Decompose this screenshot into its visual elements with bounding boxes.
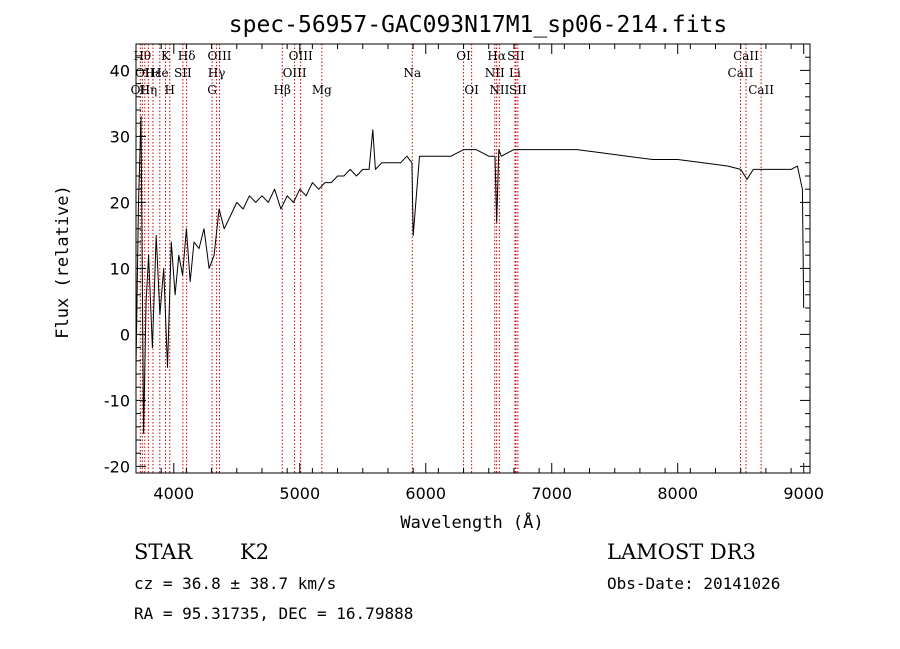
spectral-line-label-17: Na xyxy=(403,66,421,80)
x-tick-label: 7000 xyxy=(531,484,572,503)
spectral-line-label-25: SII xyxy=(509,83,527,97)
spectrum-series xyxy=(135,116,805,434)
y-axis-label: Flux (relative) xyxy=(53,185,73,339)
spectral-line-label-23: Li xyxy=(509,66,521,80)
object-class: STAR xyxy=(134,540,193,564)
y-tick-label: 10 xyxy=(110,259,130,278)
spectrum-line xyxy=(135,116,805,434)
spectral-line-label-18: OI xyxy=(456,49,471,63)
x-tick-label: 4000 xyxy=(153,484,194,503)
spectral-line-label-6: K xyxy=(161,49,171,63)
spectral-line-label-19: OI xyxy=(464,83,479,97)
spectral-line-label-3: Hη xyxy=(140,83,158,97)
spectral-line-label-14: OIII xyxy=(283,66,307,80)
spectral-line-label-21: Hα xyxy=(487,49,506,63)
spectral-line-label-28: CaII xyxy=(748,83,774,97)
x-tick-label: 8000 xyxy=(657,484,698,503)
spectral-line-label-7: H xyxy=(165,83,175,97)
y-tick-label: 30 xyxy=(110,127,130,146)
spectral-line-label-0: Hθ xyxy=(133,49,151,63)
spectral-line-label-24: SII xyxy=(507,49,525,63)
spectral-line-label-12: OIII xyxy=(207,49,231,63)
spectral-line-label-15: OIII xyxy=(289,49,313,63)
spectral-line-label-26: CaII xyxy=(728,66,754,80)
spectral-line-label-20: NII xyxy=(485,66,505,80)
spectral-line-label-22: NII xyxy=(489,83,509,97)
y-tick-label: -20 xyxy=(104,457,130,476)
x-tick-label: 6000 xyxy=(405,484,446,503)
spectral-line-label-16: Mg xyxy=(312,83,332,97)
spectral-line-label-11: Hγ xyxy=(208,66,226,80)
ra-dec-coordinates: RA = 95.31735, DEC = 16.79888 xyxy=(134,604,414,623)
redshift-velocity: cz = 36.8 ± 38.7 km/s xyxy=(134,574,337,593)
survey-name: LAMOST DR3 xyxy=(607,540,756,564)
x-axis-label: Wavelength (Å) xyxy=(400,511,543,533)
object-subclass: K2 xyxy=(240,540,270,564)
y-tick-label: 20 xyxy=(110,193,130,212)
spectral-line-label-4: Hε xyxy=(145,66,162,80)
y-tick-label: 0 xyxy=(120,325,130,344)
y-tick-label: 40 xyxy=(110,61,130,80)
spectral-line-markers: HθOIIOIIHηHεHeKHSIIHδGHγOIIIHβOIIIOIIIMg… xyxy=(131,44,774,473)
plot-frame xyxy=(135,43,811,474)
spectral-line-label-8: SII xyxy=(174,66,192,80)
spectral-line-label-9: Hδ xyxy=(178,49,196,63)
spectral-line-label-13: Hβ xyxy=(274,83,291,97)
spectral-line-label-27: CaII xyxy=(733,49,759,63)
axis-ticks: 4000 5000 6000 7000 8000 9000 -20 -10 0 10 20 30 40 xyxy=(104,43,824,503)
observation-date: Obs-Date: 20141026 xyxy=(607,574,781,593)
x-tick-label: 9000 xyxy=(783,484,824,503)
x-tick-label: 5000 xyxy=(279,484,320,503)
chart-title: spec-56957-GAC093N17M1_sp06-214.fits xyxy=(229,12,728,38)
spectral-line-label-10: G xyxy=(207,83,217,97)
y-tick-label: -10 xyxy=(104,391,130,410)
spectral-line-label-5: He xyxy=(151,66,169,80)
